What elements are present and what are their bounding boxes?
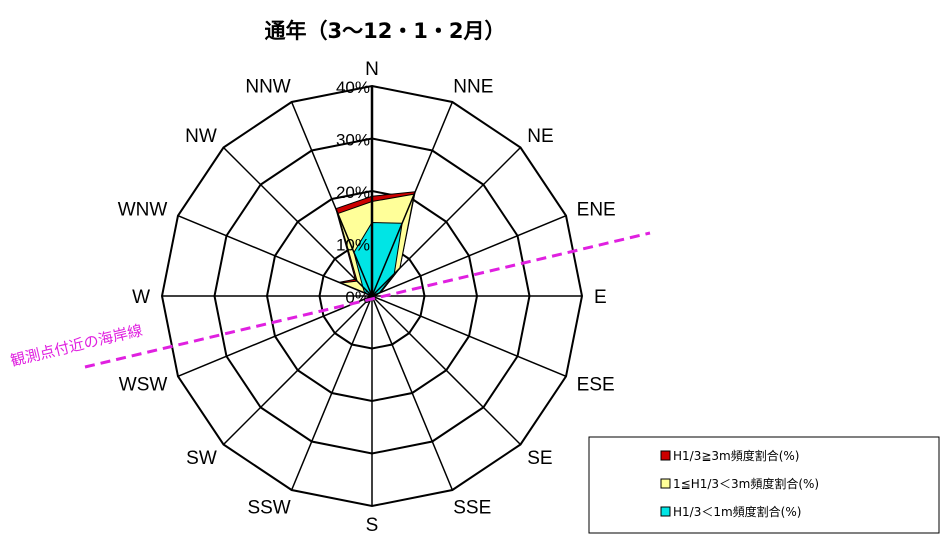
legend-swatch-3 [660,506,671,517]
tick-label-20: 20% [336,183,370,202]
tick-label-0: 0% [345,288,370,307]
chart-title: 通年（3～12・1・2月） [264,19,505,43]
spoke-sw [222,295,373,446]
tick-label-30: 30% [336,131,370,150]
spoke-ne [371,146,522,297]
legend-label-1: H1/3≧3m頻度割合(%) [673,448,799,463]
spoke-wsw [177,295,373,378]
radar-spokes [162,86,582,506]
direction-label-wnw: WNW [118,200,168,221]
tick-label-10: 10% [336,236,370,255]
legend-swatch-1 [660,450,671,461]
spoke-ese [371,295,567,378]
spoke-se [371,295,522,446]
spoke-ssw [290,295,373,491]
spoke-nw [222,146,373,297]
direction-label-nne: NNE [453,76,493,97]
direction-label-s: S [366,515,379,535]
legend-label-2: 1≦H1/3＜3m頻度割合(%) [673,476,819,491]
direction-label-w: W [132,287,150,308]
direction-label-sse: SSE [453,498,491,519]
legend-label-3: H1/3＜1m頻度割合(%) [673,504,801,519]
direction-label-ne: NE [527,126,553,147]
direction-label-n: N [365,59,379,80]
direction-label-nnw: NNW [245,76,290,97]
legend-swatch-2 [660,478,671,489]
direction-label-e: E [594,287,607,308]
data-sectors [335,191,416,297]
direction-label-ene: ENE [577,200,616,221]
legend-box [588,436,940,534]
direction-label-wsw: WSW [119,374,168,395]
direction-label-nw: NW [185,126,217,147]
coastline-label: 観測点付近の海岸線 [9,321,145,370]
direction-label-ese: ESE [577,374,615,395]
direction-label-ssw: SSW [247,498,290,519]
spoke-nne [371,101,454,297]
direction-label-se: SE [527,448,552,469]
spoke-sse [371,295,454,491]
tick-label-40: 40% [336,78,370,97]
spoke-nnw [290,101,373,297]
spoke-wnw [177,214,373,297]
direction-labels: N NNE NE ENE E ESE SE SSE S SSW SW WSW W WNW NW NNW [118,59,616,535]
legend: H1/3≧3m頻度割合(%) 1≦H1/3＜3m頻度割合(%) H1/3＜1m頻度割… [588,436,940,534]
radial-tick-labels: 0% 10% 20% 30% 40% [336,78,370,307]
direction-label-sw: SW [186,448,217,469]
spoke-ene [371,214,567,297]
coastline-line [84,231,651,369]
